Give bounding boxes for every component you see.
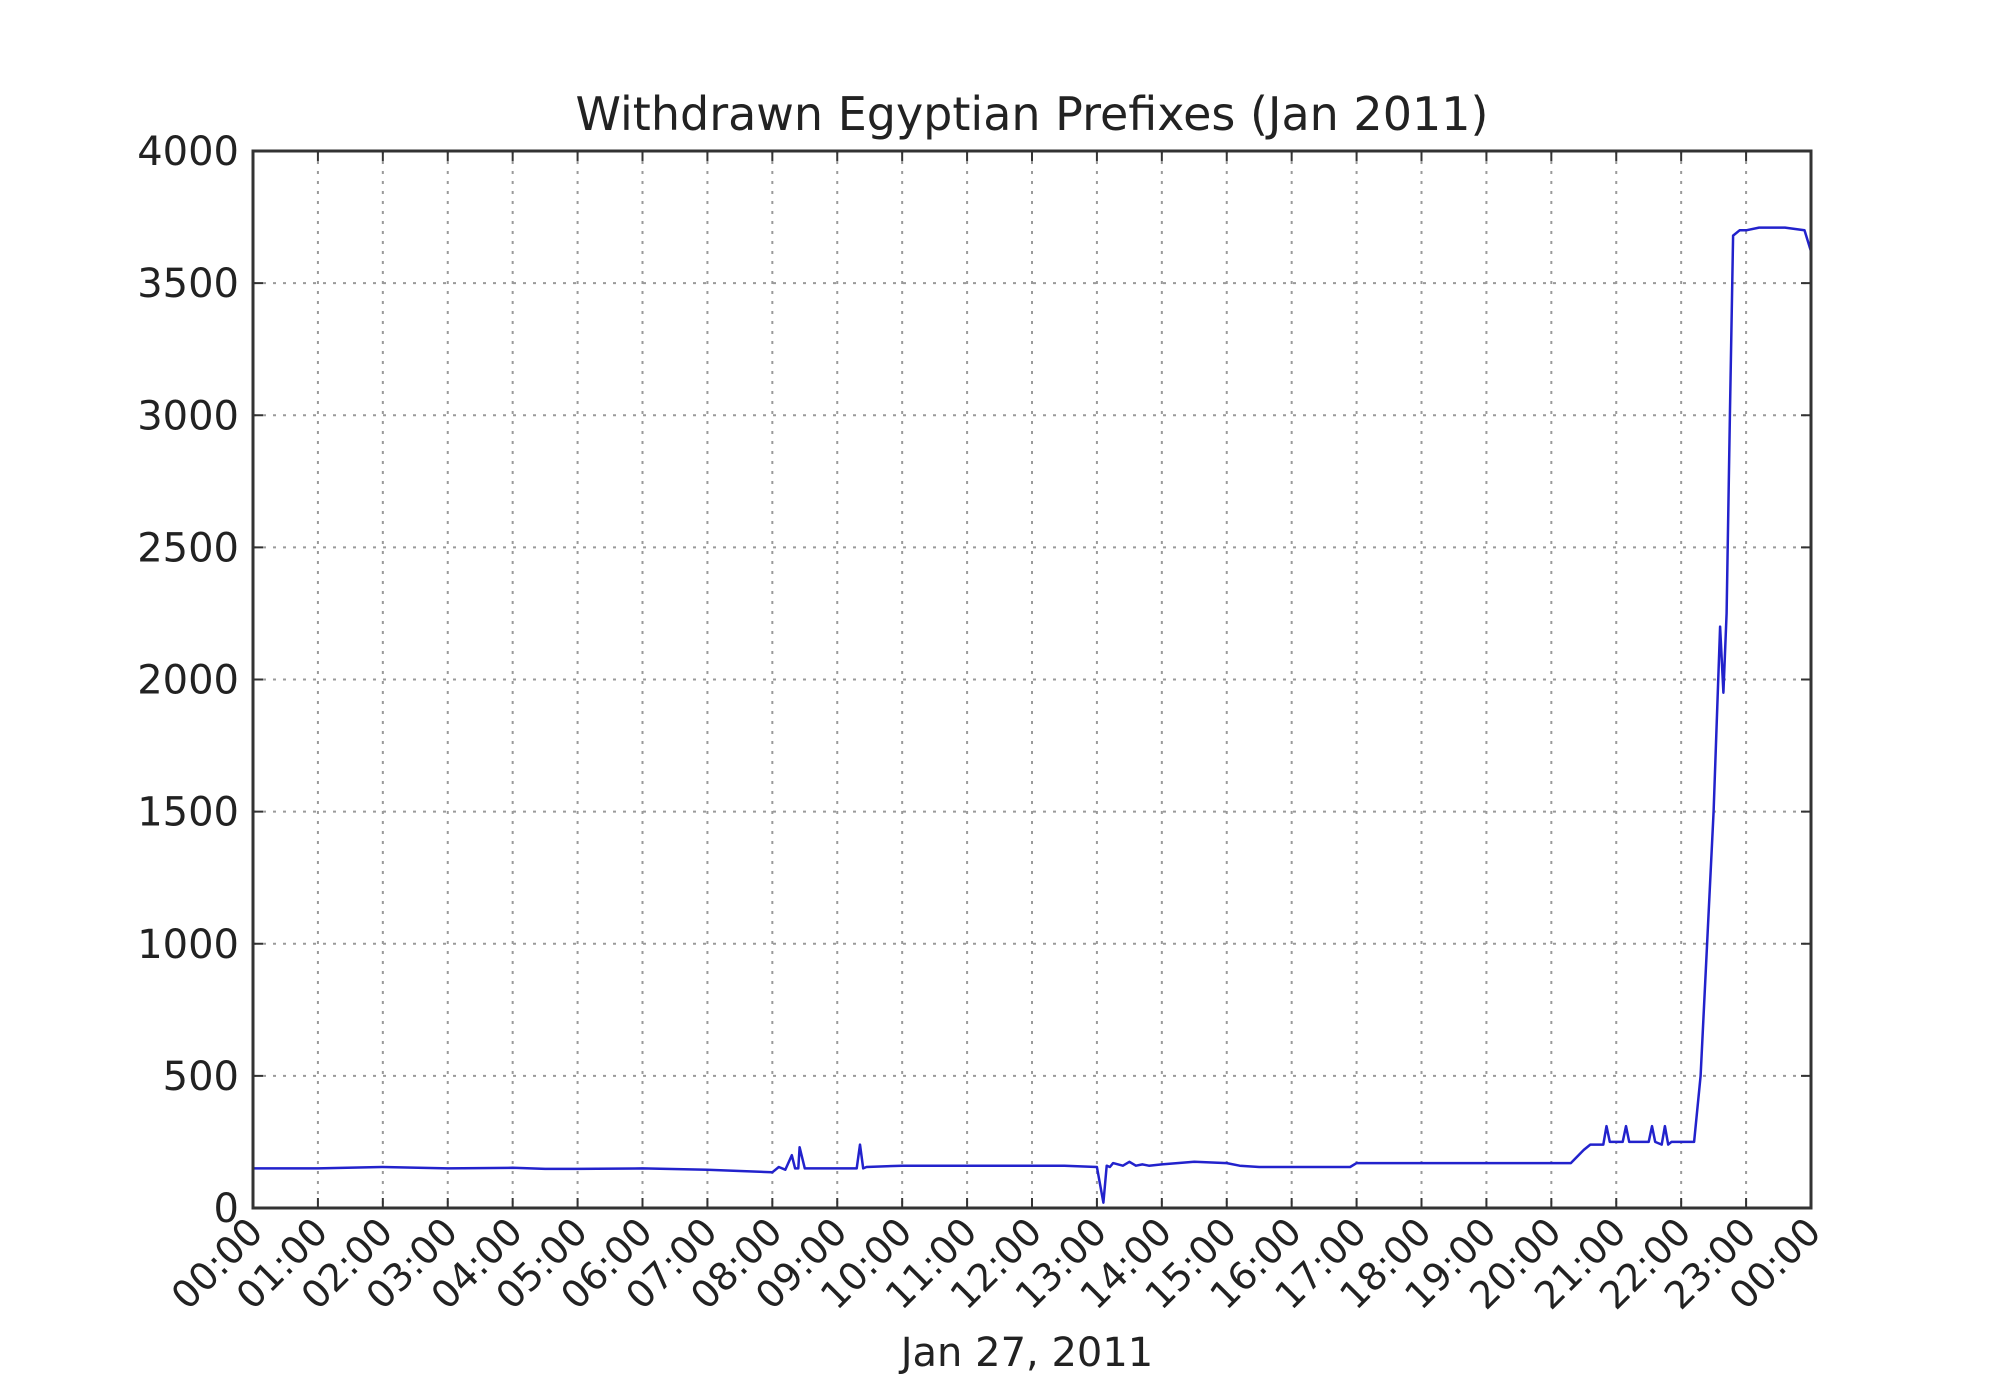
grid <box>253 151 1811 1208</box>
y-tick-label: 1000 <box>137 922 239 968</box>
plot-area <box>253 226 1813 1204</box>
y-tick-label: 2500 <box>137 525 239 571</box>
x-axis-label: Jan 27, 2011 <box>898 1330 1154 1376</box>
y-tick-label: 500 <box>163 1054 239 1100</box>
y-tick-label: 2000 <box>137 658 239 704</box>
y-tick-label: 4000 <box>137 129 239 175</box>
y-tick-label: 0 <box>214 1186 239 1232</box>
series-line <box>253 226 1813 1204</box>
y-tick-label: 3000 <box>137 393 239 439</box>
y-tick-label: 1500 <box>137 790 239 836</box>
chart-title: Withdrawn Egyptian Prefixes (Jan 2011) <box>576 87 1489 141</box>
y-tick-label: 3500 <box>137 261 239 307</box>
